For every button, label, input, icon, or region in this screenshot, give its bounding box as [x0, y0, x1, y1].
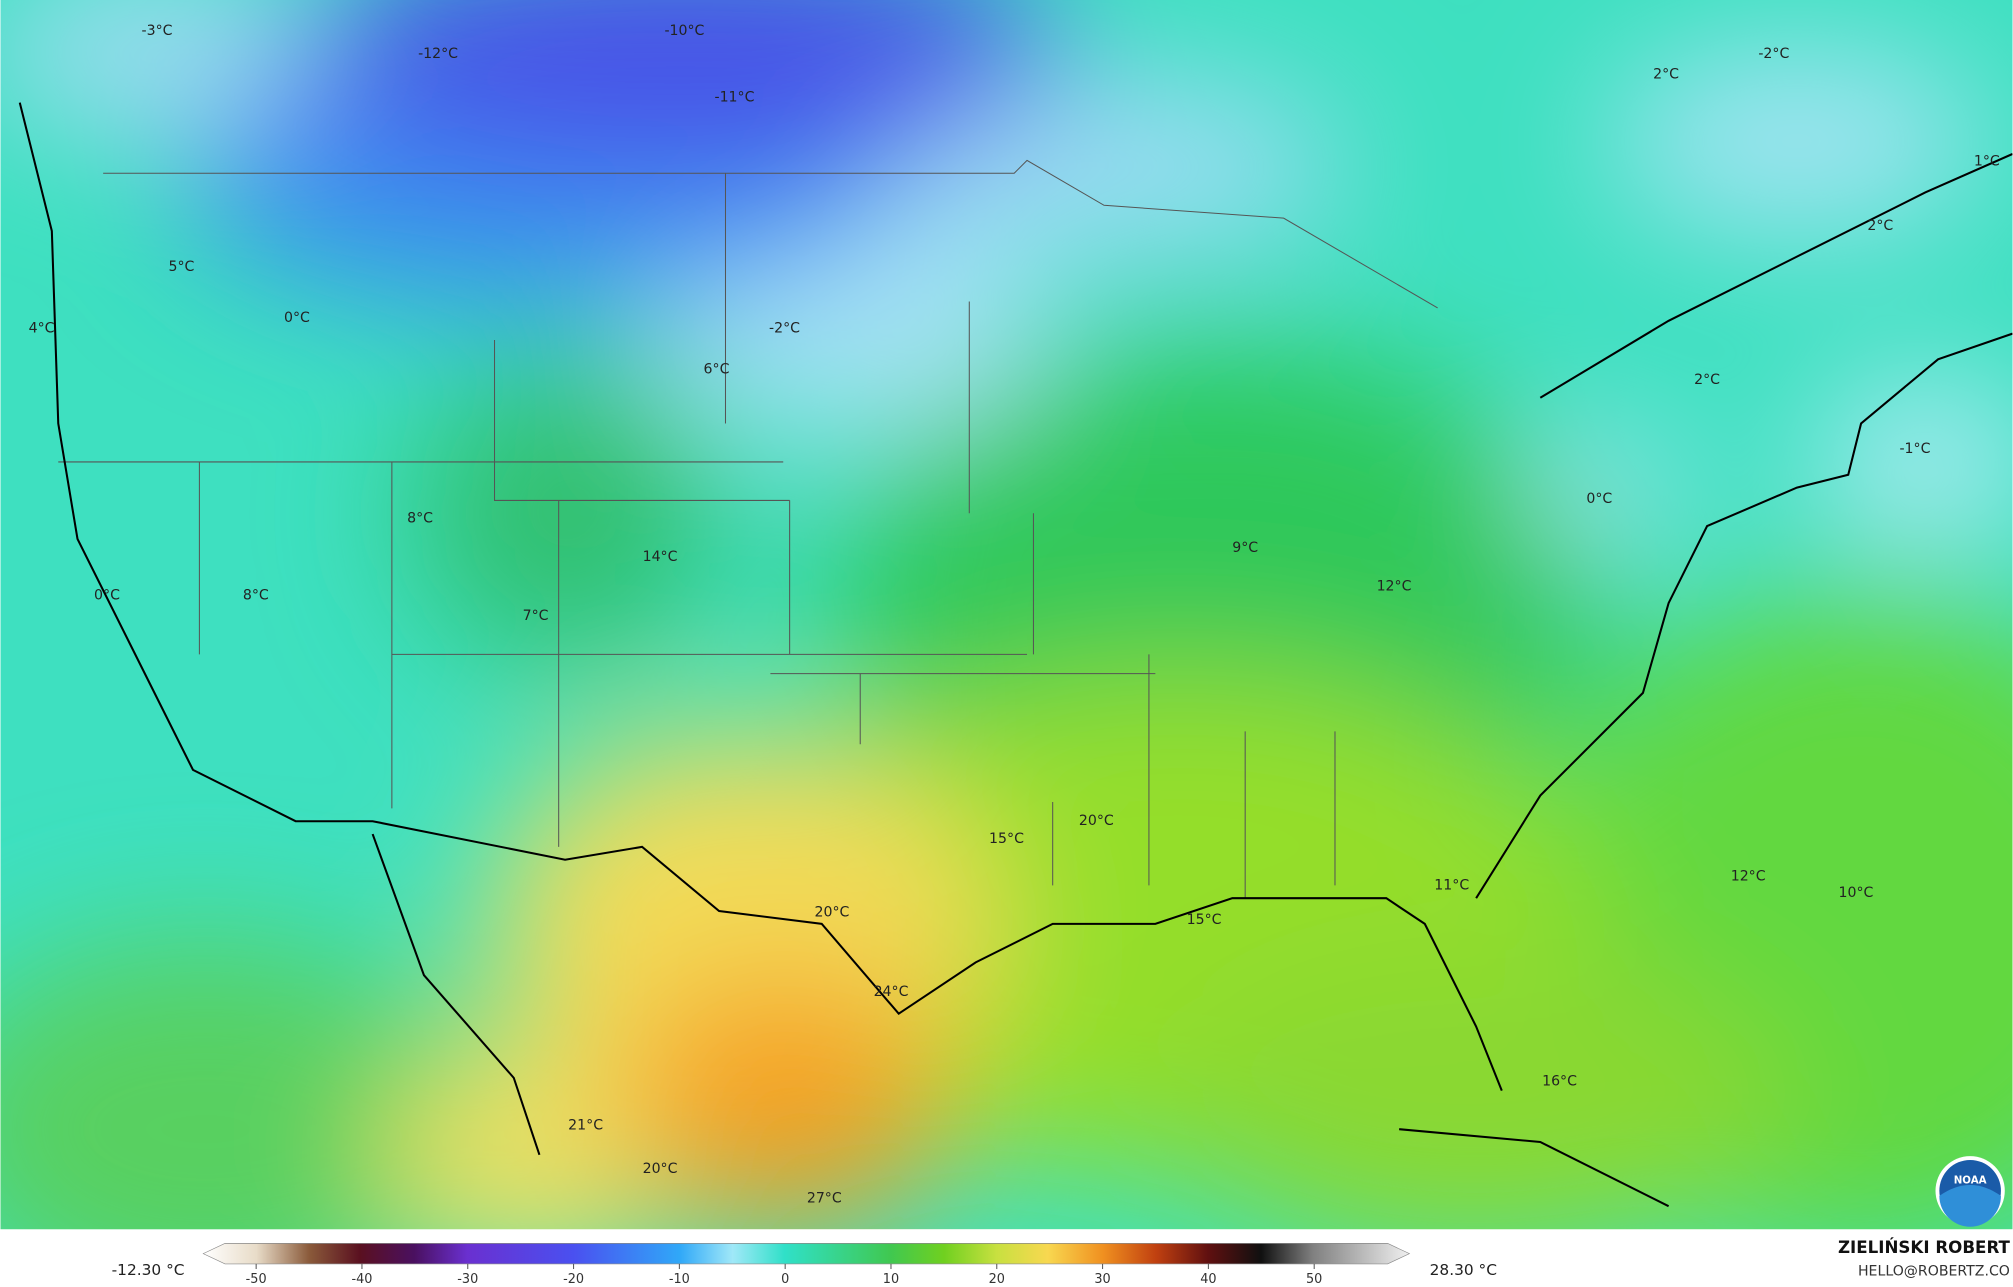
temperature-label: -2°C — [1758, 46, 1789, 62]
temperature-label: 24°C — [874, 984, 909, 1000]
colorbar-ticks: -50 -40 -30 -20 -10 0 10 20 30 40 50 — [246, 1263, 1322, 1287]
colorbar-tick-label: -30 — [457, 1272, 478, 1287]
temperature-label: 2°C — [1653, 66, 1679, 82]
temperature-label: 4°C — [29, 320, 55, 336]
temperature-label: 0°C — [1586, 491, 1612, 507]
colorbar-tick-label: -10 — [669, 1272, 690, 1287]
temperature-label: 20°C — [1079, 813, 1114, 829]
colorbar-min: -12.30 °C — [112, 1261, 185, 1279]
temperature-label: 27°C — [807, 1190, 842, 1206]
credit-contact: HELLO@ROBERTZ.CO — [1858, 1264, 2010, 1280]
coastlines — [18, 102, 2013, 1208]
colorbar-tick-label: 20 — [989, 1272, 1005, 1287]
temperature-label: -1°C — [1899, 441, 1930, 457]
temperature-label: 5°C — [168, 259, 194, 275]
temperature-label: 8°C — [243, 587, 269, 603]
colorbar-tick-label: 40 — [1200, 1272, 1216, 1287]
colorbar-tick-label: -50 — [246, 1272, 267, 1287]
state-borders — [58, 159, 1438, 899]
credit-author: ZIELIŃSKI ROBERT — [1838, 1238, 2011, 1257]
temperature-label: 2°C — [1694, 372, 1720, 388]
temperature-label: -3°C — [142, 23, 173, 39]
temperature-label: 12°C — [1731, 868, 1766, 884]
colorbar-tick-label: 10 — [883, 1272, 899, 1287]
temperature-label: 0°C — [94, 587, 120, 603]
colorbar-tick-label: 0 — [781, 1272, 789, 1287]
temperature-label: 11°C — [1434, 877, 1469, 893]
temperature-label: 15°C — [989, 831, 1024, 847]
colorbar-max: 28.30 °C — [1430, 1261, 1497, 1279]
temperature-label: 16°C — [1542, 1074, 1577, 1090]
colorbar-tick-label: -20 — [563, 1272, 584, 1287]
temperature-label: 21°C — [568, 1117, 603, 1133]
temperature-label: 6°C — [704, 362, 730, 378]
temperature-labels: -3°C -12°C -10°C -11°C 2°C -2°C 1°C 2°C 5°C 0°C 4°… — [29, 23, 2000, 1207]
colorbar-tick-label: 30 — [1094, 1272, 1110, 1287]
colorbar — [202, 1243, 1411, 1265]
temperature-label: 8°C — [407, 510, 433, 526]
temperature-label: 2°C — [1867, 218, 1893, 234]
logo-text: NOAA — [1954, 1174, 1987, 1186]
temperature-label: 15°C — [1187, 912, 1222, 928]
temperature-label: 9°C — [1232, 540, 1258, 556]
temperature-label: 7°C — [523, 608, 549, 624]
temperature-label: 10°C — [1839, 885, 1874, 901]
colorbar-tick-label: 50 — [1306, 1272, 1322, 1287]
temperature-label: -12°C — [418, 46, 458, 62]
temperature-label: 1°C — [1974, 154, 2000, 170]
noaa-logo: NOAA — [1935, 1156, 2005, 1227]
temperature-label: 20°C — [643, 1161, 678, 1177]
colorbar-tick-label: -40 — [351, 1272, 372, 1287]
temperature-label: -10°C — [664, 23, 704, 39]
temperature-label: 14°C — [643, 549, 678, 565]
temperature-label: 20°C — [815, 904, 850, 920]
temperature-label: -11°C — [714, 90, 754, 106]
temperature-label: -2°C — [769, 320, 800, 336]
temperature-label: 0°C — [284, 310, 310, 326]
temperature-label: 12°C — [1377, 578, 1412, 594]
